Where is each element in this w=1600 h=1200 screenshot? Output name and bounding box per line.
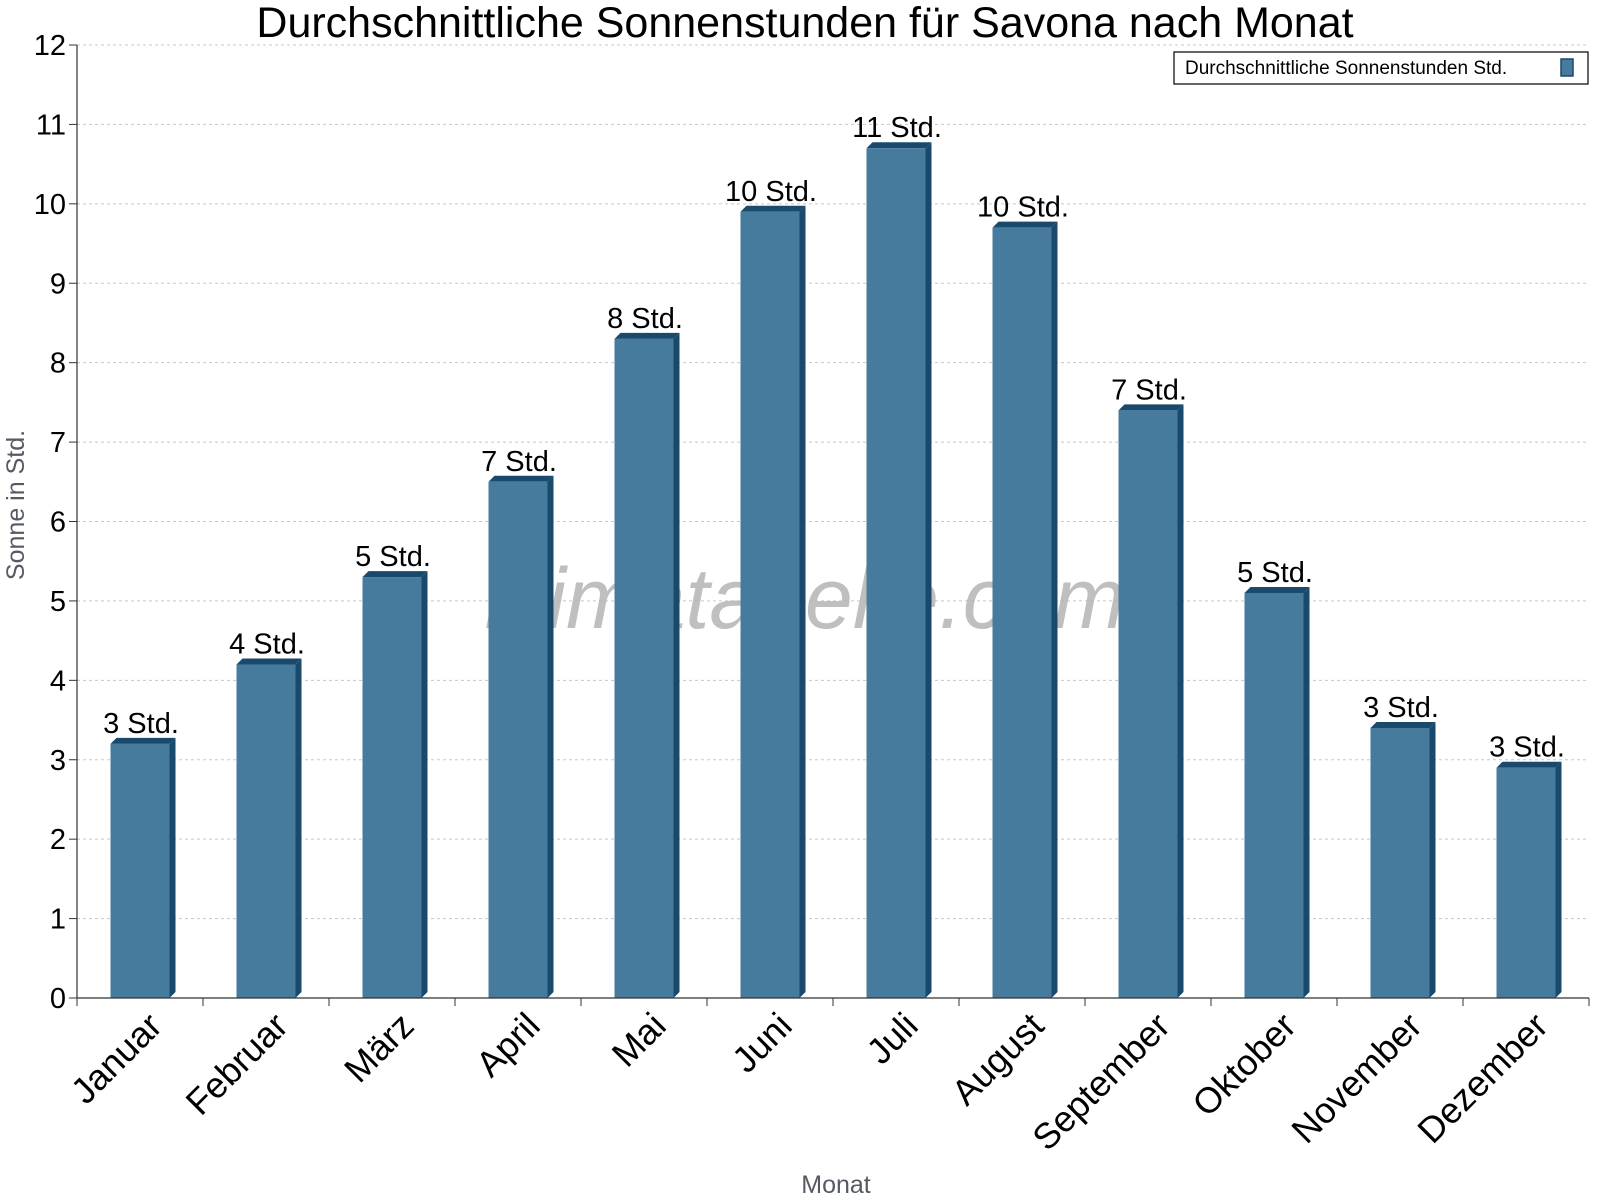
bar-front <box>1118 410 1178 999</box>
bar-side <box>1429 721 1436 998</box>
bar-top <box>110 737 176 744</box>
bar-top <box>1370 721 1436 728</box>
bar-side <box>673 332 680 998</box>
bar-front <box>866 148 926 998</box>
bar-side <box>169 737 176 998</box>
bar <box>740 205 806 998</box>
bar <box>1496 761 1562 998</box>
y-tick-label: 7 <box>50 427 66 459</box>
x-tick-label: Januar <box>63 1005 170 1112</box>
gridlines <box>77 44 1589 920</box>
bar <box>1118 404 1184 999</box>
x-tick-label: April <box>468 1005 548 1085</box>
y-tick-label: 9 <box>50 268 66 300</box>
x-tick-labels: Januar Februar März April Mai Juni Juli AugustS… <box>63 1005 1556 1159</box>
bar-front <box>614 338 674 998</box>
bar-side <box>421 571 428 998</box>
bar-top <box>236 658 302 665</box>
bar <box>236 658 302 998</box>
bar-front <box>1496 767 1556 998</box>
bar-top <box>362 571 428 578</box>
bar-top <box>1244 586 1310 593</box>
y-tick-label: 4 <box>50 665 66 697</box>
bar <box>1370 721 1436 998</box>
bar-side <box>295 658 302 998</box>
x-axis-title: Monat <box>801 1171 871 1199</box>
bar-top <box>740 205 806 212</box>
legend-label: Durchschnittliche Sonnenstunden Std. <box>1185 58 1507 79</box>
bar-side <box>1555 761 1562 998</box>
y-tick-label: 12 <box>34 30 66 62</box>
x-tick-label: März <box>336 1005 422 1091</box>
data-label: 7 Std. <box>481 446 557 478</box>
data-label: 3 Std. <box>1363 692 1439 724</box>
bar-top <box>614 332 680 339</box>
bar-side <box>799 205 806 998</box>
y-axis-title: Sonne in Std. <box>2 430 30 580</box>
x-tick-label: Mai <box>604 1005 674 1075</box>
bar-side <box>1051 221 1058 999</box>
legend-swatch <box>1560 58 1574 77</box>
y-tick-label: 5 <box>50 586 66 618</box>
data-label: 5 Std. <box>1237 557 1313 589</box>
bar-top <box>992 221 1058 228</box>
bar <box>866 142 932 998</box>
y-tick-label: 3 <box>50 745 66 777</box>
bar-top <box>488 475 554 482</box>
data-label: 3 Std. <box>103 708 179 740</box>
data-label: 8 Std. <box>607 303 683 335</box>
bar <box>110 737 176 998</box>
bar <box>488 475 554 999</box>
x-tick-label: November <box>1283 1005 1429 1151</box>
axes <box>69 44 1590 1006</box>
y-tick-label: 2 <box>50 824 66 856</box>
legend-box <box>1173 51 1589 85</box>
x-tick-label: Juli <box>858 1005 925 1072</box>
bar-front <box>1370 727 1430 998</box>
bars-group <box>110 142 1562 999</box>
bar-front <box>488 481 548 999</box>
bar-front <box>236 664 296 998</box>
legend: Durchschnittliche Sonnenstunden Std. <box>1173 51 1589 85</box>
bar-top <box>1496 761 1562 768</box>
data-label: 5 Std. <box>355 541 431 573</box>
bar-top <box>866 142 932 149</box>
x-tick-label: Dezember <box>1409 1005 1555 1151</box>
bar-side <box>925 142 932 998</box>
x-tick-label: Oktober <box>1184 1005 1304 1125</box>
y-tick-label: 8 <box>50 348 66 380</box>
bar-front <box>1244 592 1304 998</box>
bar-front <box>110 743 170 998</box>
bar-front <box>992 227 1052 999</box>
bar <box>1244 586 1310 998</box>
x-tick-label: Juni <box>724 1005 800 1081</box>
y-tick-label: 0 <box>50 983 66 1015</box>
bar <box>992 221 1058 999</box>
data-label: 11 Std. <box>852 112 942 144</box>
bar-front <box>740 211 800 998</box>
data-label: 3 Std. <box>1489 732 1565 764</box>
data-label: 4 Std. <box>229 628 305 660</box>
bar-side <box>547 475 554 999</box>
y-tick-label: 1 <box>50 904 66 936</box>
data-label: 10 Std. <box>725 176 817 208</box>
bar-top <box>1118 404 1184 411</box>
bar <box>614 332 680 998</box>
bar-front <box>362 577 422 998</box>
bar-side <box>1177 404 1184 999</box>
y-tick-label: 10 <box>34 189 66 221</box>
bar <box>362 571 428 998</box>
chart-title: Durchschnittliche Sonnenstunden für Savo… <box>256 0 1353 47</box>
x-tick-label: September <box>1024 1005 1178 1159</box>
y-tick-label: 6 <box>50 507 66 539</box>
x-tick-label: Februar <box>178 1005 296 1123</box>
data-labels: 3 Std. 4 Std. 5 Std. 7 Std. 8 Std. 10 Std. 11 … <box>103 112 1565 763</box>
data-label: 10 Std. <box>977 192 1069 224</box>
bar-side <box>1303 586 1310 998</box>
x-tick-label: August <box>943 1005 1051 1113</box>
data-label: 7 Std. <box>1111 374 1187 406</box>
y-tick-label: 11 <box>36 109 66 141</box>
